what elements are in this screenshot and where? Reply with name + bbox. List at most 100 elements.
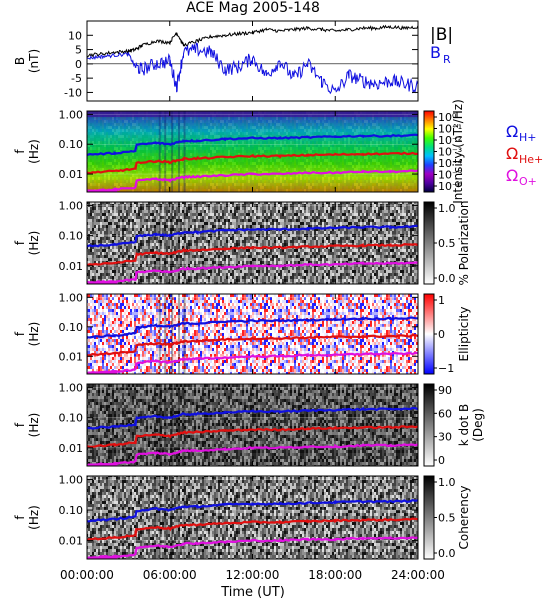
intensity-colorbar-tick-label: 10⁻³: [438, 146, 462, 159]
intensity-colorbar-tick-label: 10⁻²: [438, 134, 462, 147]
intensity-colorbar-tick-label: 10⁰: [438, 111, 457, 124]
polarization-streak: [164, 202, 167, 284]
gyro-label-Heplus: Ω: [506, 144, 518, 163]
intensity-colorbar-tick-label: 10⁻⁶: [438, 180, 463, 193]
intensity-colorbar-tick-label: 10⁻⁴: [438, 157, 463, 170]
polarization-yunit: (Hz): [27, 231, 41, 256]
coherency-yunit: (Hz): [27, 505, 41, 530]
k-dot-b-streak: [158, 384, 161, 466]
coherency-colorbar-tick-label: 1.0: [438, 476, 456, 489]
b-ytick-label: -5: [71, 72, 82, 85]
coherency-streak: [164, 476, 167, 559]
gyro-label-Hplus: Ω: [506, 122, 518, 141]
panel-intensity: 1.00 0.10 0.01 f (Hz) 10⁰10⁻¹10⁻²10⁻³10⁻⁴10⁻⁵…: [13, 99, 543, 204]
k-dot-b-yunit: (Hz): [27, 413, 41, 438]
ellipticity-colorbar-tick-label: 1: [438, 294, 445, 307]
polarization-colorbar-tick-label: 0.0: [438, 272, 456, 285]
polarization-colorbar-tick-label: 0.5: [438, 237, 456, 250]
k-dot-b-colorbar-tick-label: 90: [438, 384, 452, 397]
coherency-curve-ΩH+: [86, 499, 419, 523]
ellipticity-ylabel: f: [13, 331, 27, 336]
polarization-heatmap: [87, 202, 418, 284]
polarization-curve-ΩH+: [86, 224, 418, 248]
intensity-colorbar-tick-label: 10⁻⁵: [438, 169, 462, 182]
x-tick-label: 12:00:00: [226, 568, 280, 582]
legend-bmag: |B|: [430, 25, 453, 45]
coherency-colorbar-tick-label: 0.5: [438, 512, 456, 525]
ellipticity-curve-ΩHe+: [86, 333, 419, 357]
panel-polarization: 1.00 0.10 0.01 f (Hz) 1.0 0.5 0.0% Polarization: [13, 199, 471, 285]
intensity-streak: [164, 111, 167, 192]
coherency-ytick-label: 1.00: [59, 473, 84, 486]
polarization-colorbar-label: % Polarization: [457, 201, 471, 286]
intensity-streak: [158, 111, 161, 192]
b-ylabel: B: [13, 57, 27, 65]
ellipticity-colorbar: [423, 293, 435, 375]
x-axis-label: Time (UT): [220, 585, 285, 600]
polarization-ytick-label: 1.00: [59, 199, 84, 212]
k-dot-b-streak: [171, 384, 174, 466]
b-ytick-label: 0: [75, 58, 82, 71]
polarization-streak: [158, 202, 161, 284]
polarization-ytick-label: 0.10: [59, 230, 84, 243]
polarization-ylabel: f: [13, 240, 27, 245]
legend-br: B: [430, 43, 441, 62]
intensity-ytick-label: 1.00: [59, 108, 84, 121]
b-series-magnitude: [86, 24, 419, 58]
intensity-ylabel: f: [13, 149, 27, 154]
k-dot-b-colorbar-tick-label: 30: [438, 431, 452, 444]
panel-k-dot-b: 1.00 0.10 0.01 f (Hz) 90 60 30 0 k dot B (Deg): [13, 381, 485, 467]
intensity-colorbar-tick-label: 10⁻¹: [438, 123, 462, 136]
k-dot-b-ytick-label: 0.10: [59, 412, 84, 425]
ellipticity-colorbar-label: Ellipticity: [457, 307, 471, 362]
coherency-curve-ΩHe+: [86, 517, 419, 541]
intensity-streak: [183, 111, 186, 192]
polarization-streak: [178, 202, 181, 284]
coherency-streak: [171, 476, 174, 559]
coherency-curve-ΩO+: [87, 536, 419, 560]
ellipticity-curve-ΩH+: [86, 316, 419, 339]
ellipticity-ytick-label: 0.10: [59, 321, 84, 334]
polarization-colorbar-tick-label: 1.0: [438, 202, 456, 215]
x-tick-label: 24:00:00: [391, 568, 445, 582]
b-ytick-label: 5: [75, 44, 82, 57]
coherency-ytick-label: 0.10: [59, 504, 84, 517]
intensity-yunit: (Hz): [27, 139, 41, 164]
k-dot-b-heatmap: [87, 384, 418, 466]
ellipticity-streak: [178, 294, 181, 374]
gyro-label-Oplus: Ω: [506, 166, 518, 185]
polarization-curve-ΩHe+: [86, 243, 419, 267]
k-dot-b-streak: [164, 384, 167, 466]
coherency-heatmap: [87, 476, 418, 559]
polarization-curve-ΩO+: [86, 261, 419, 284]
coherency-ytick-label: 0.01: [59, 535, 84, 548]
k-dot-b-colorbar-unit: (Deg): [471, 408, 485, 442]
intensity-streak: [171, 111, 174, 192]
coherency-streak: [178, 476, 181, 559]
ellipticity-heatmap: [87, 294, 418, 374]
k-dot-b-curve-ΩH+: [86, 406, 419, 430]
k-dot-b-colorbar-tick-label: 60: [438, 407, 452, 420]
ellipticity-streak: [158, 294, 161, 374]
intensity-curve-ΩO+: [86, 169, 419, 193]
k-dot-b-ylabel: f: [13, 422, 27, 427]
b-ytick-label: 10: [68, 29, 82, 42]
intensity-texture: [87, 111, 418, 192]
b-yunit: (nT): [27, 49, 41, 73]
polarization-streak: [171, 202, 174, 284]
k-dot-b-ytick-label: 0.01: [59, 442, 84, 455]
coherency-ylabel: f: [13, 515, 27, 520]
intensity-streak: [178, 111, 181, 192]
legend-br-subscript: R: [443, 53, 451, 66]
polarization-colorbar: [423, 201, 435, 285]
k-dot-b-colorbar: [423, 383, 435, 467]
x-tick-label: 00:00:00: [60, 568, 114, 582]
gyro-label-sub-Heplus: He+: [519, 153, 543, 166]
k-dot-b-streak: [183, 384, 186, 466]
k-dot-b-ytick-label: 1.00: [59, 381, 84, 394]
intensity-curve-ΩHe+: [86, 151, 418, 175]
chart-title: ACE Mag 2005-148: [186, 0, 320, 16]
ellipticity-streak: [164, 294, 167, 374]
